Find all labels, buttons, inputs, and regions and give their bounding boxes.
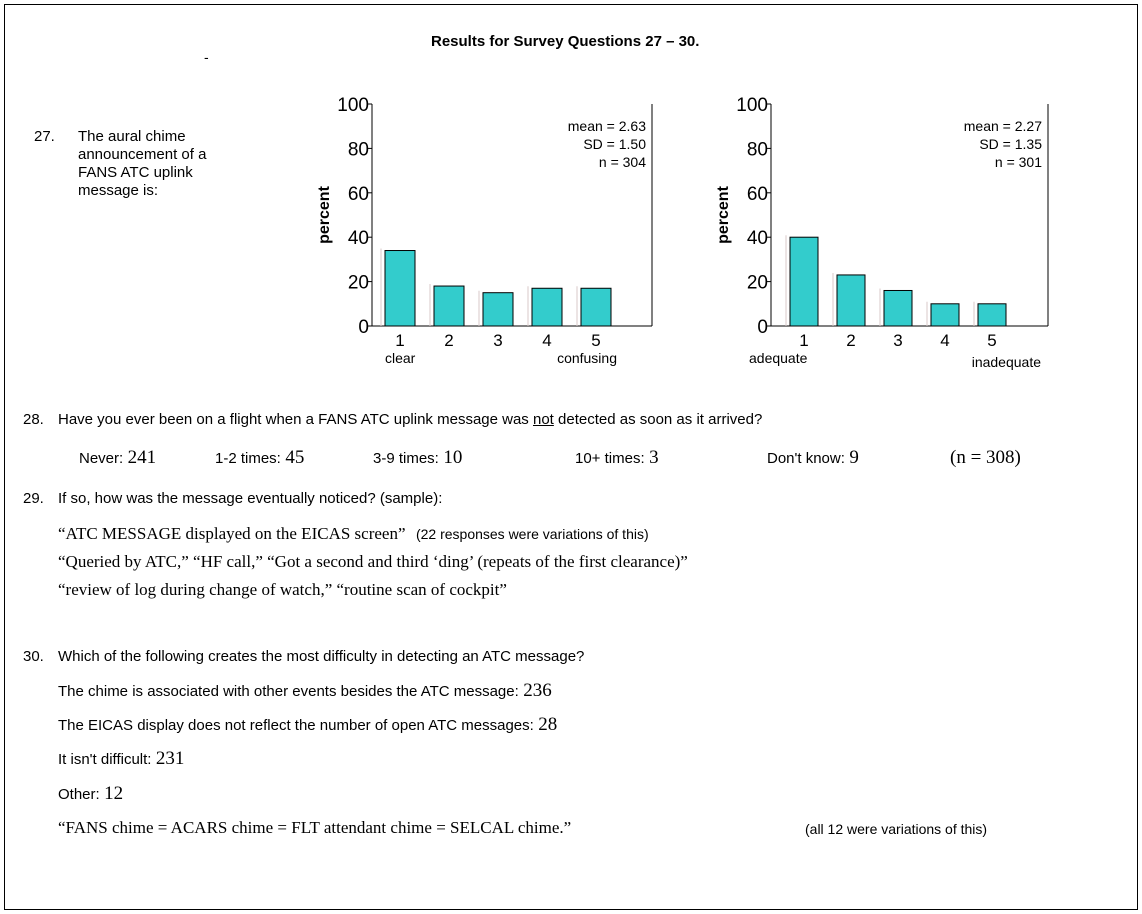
chart-1: 0 20 40 60 80 100 percent 1 2 3 4 5 clear confusing me… [316, 95, 653, 366]
q29-quote-3: “review of log during change of watch,” … [58, 580, 507, 599]
bar [789, 236, 819, 327]
x-tick-label: 2 [846, 331, 855, 350]
bar [482, 292, 514, 327]
q28-n: (n = 308) [950, 447, 1021, 468]
y-tick-label: 100 [337, 95, 369, 116]
bar [433, 285, 465, 327]
stat-text: n = 304 [599, 154, 646, 170]
q27-number: 27. [34, 128, 55, 145]
y-tick-label: 40 [348, 228, 369, 249]
q29-quote-1: “ATC MESSAGE displayed on the EICAS scre… [58, 524, 406, 543]
low-anchor-label: adequate [749, 350, 808, 366]
q30-number: 30. [23, 648, 44, 665]
y-tick-label: 20 [747, 273, 768, 294]
bar [930, 303, 960, 327]
y-tick-label: 0 [358, 317, 369, 338]
q30-option-3: It isn't difficult: 231 [58, 748, 184, 770]
option-value: 12 [104, 783, 124, 804]
answer-label: 3-9 times: [373, 450, 439, 467]
q28-answer-3-9: 3-9 times: 10 [373, 447, 462, 469]
bar [977, 303, 1007, 327]
stat-text: mean = 2.27 [964, 118, 1042, 134]
q28-answer-10-plus: 10+ times: 3 [575, 447, 659, 469]
answer-label: Don't know: [767, 450, 845, 467]
y-tick-label: 80 [747, 139, 768, 160]
q30-note: (all 12 were variations of this) [805, 821, 988, 837]
q30-question: Which of the following creates the most … [58, 648, 585, 665]
page-title: Results for Survey Questions 27 – 30. [431, 33, 700, 50]
answer-value: 9 [849, 447, 859, 468]
q30-option-1: The chime is associated with other event… [58, 680, 552, 702]
y-axis-label: percent [715, 185, 732, 243]
q27-line-3: FANS ATC uplink [78, 164, 193, 181]
q29-quote-2: “Queried by ATC,” “HF call,” “Got a seco… [58, 552, 688, 571]
bar [531, 287, 563, 327]
q28-number: 28. [23, 411, 44, 428]
x-tick-label: 1 [395, 331, 404, 350]
x-tick-label: 2 [444, 331, 453, 350]
x-tick-label: 1 [799, 331, 808, 350]
q28-text-underlined: not [532, 411, 554, 428]
x-tick-label: 4 [940, 331, 949, 350]
high-anchor-label: confusing [557, 350, 617, 366]
x-tick-label: 3 [493, 331, 502, 350]
stat-text: n = 301 [995, 154, 1042, 170]
q28-answer-dont-know: Don't know: 9 [767, 447, 859, 469]
y-axis-label: percent [316, 185, 333, 243]
answer-label: Never: [79, 450, 124, 467]
x-tick-label: 5 [591, 331, 600, 350]
chart-2: 0 20 40 60 80 100 percent 1 2 3 4 5 adequate inadequa… [715, 95, 1049, 370]
option-value: 236 [523, 680, 552, 701]
q28-answer-never: Never: 241 [79, 447, 156, 469]
q30-option-2: The EICAS display does not reflect the n… [58, 714, 557, 736]
option-label: The chime is associated with other event… [58, 683, 519, 700]
q30-option-4: Other: 12 [58, 783, 123, 805]
bar [883, 289, 913, 327]
answer-value: 241 [127, 447, 157, 468]
q29-quote-1-line: “ATC MESSAGE displayed on the EICAS scre… [58, 524, 649, 544]
low-anchor-label: clear [385, 350, 416, 366]
y-tick-label: 0 [757, 317, 768, 338]
bar [836, 274, 866, 327]
stray-mark: - [204, 49, 209, 65]
stat-text: SD = 1.35 [979, 136, 1042, 152]
q29-number: 29. [23, 490, 44, 507]
stat-text: SD = 1.50 [583, 136, 646, 152]
bar [580, 287, 612, 327]
q29-question: If so, how was the message eventually no… [58, 490, 443, 507]
bar [384, 250, 416, 327]
option-label: Other: [58, 786, 100, 803]
option-label: It isn't difficult: [58, 751, 152, 768]
option-value: 231 [155, 748, 185, 769]
answer-value: 3 [649, 447, 659, 468]
high-anchor-label: inadequate [972, 354, 1042, 370]
q28-question: Have you ever been on a flight when a FA… [58, 411, 762, 428]
x-tick-label: 5 [987, 331, 996, 350]
y-tick-label: 80 [348, 139, 369, 160]
option-value: 28 [538, 714, 558, 735]
q28-text-before: Have you ever been on a flight when a FA… [58, 411, 533, 428]
q27-line-1: The aural chime [78, 128, 186, 145]
answer-label: 1-2 times: [215, 450, 281, 467]
stat-text: mean = 2.63 [568, 118, 646, 134]
answer-value: 10 [443, 447, 463, 468]
q27-line-2: announcement of a [78, 146, 207, 163]
q29-note-1: (22 responses were variations of this) [415, 526, 649, 542]
q28-answer-1-2: 1-2 times: 45 [215, 447, 304, 469]
x-tick-label: 3 [893, 331, 902, 350]
y-tick-label: 20 [348, 273, 369, 294]
option-label: The EICAS display does not reflect the n… [58, 717, 534, 734]
q27-line-4: message is: [78, 182, 159, 199]
q30-quote: “FANS chime = ACARS chime = FLT attendan… [58, 818, 572, 837]
page-frame [4, 4, 1138, 910]
q28-text-after: detected as soon as it arrived? [553, 411, 763, 428]
y-tick-label: 60 [747, 184, 768, 205]
y-tick-label: 100 [736, 95, 768, 116]
x-tick-label: 4 [542, 331, 551, 350]
y-tick-label: 40 [747, 228, 768, 249]
answer-value: 45 [285, 447, 305, 468]
y-tick-label: 60 [348, 184, 369, 205]
answer-label: 10+ times: [575, 450, 645, 467]
